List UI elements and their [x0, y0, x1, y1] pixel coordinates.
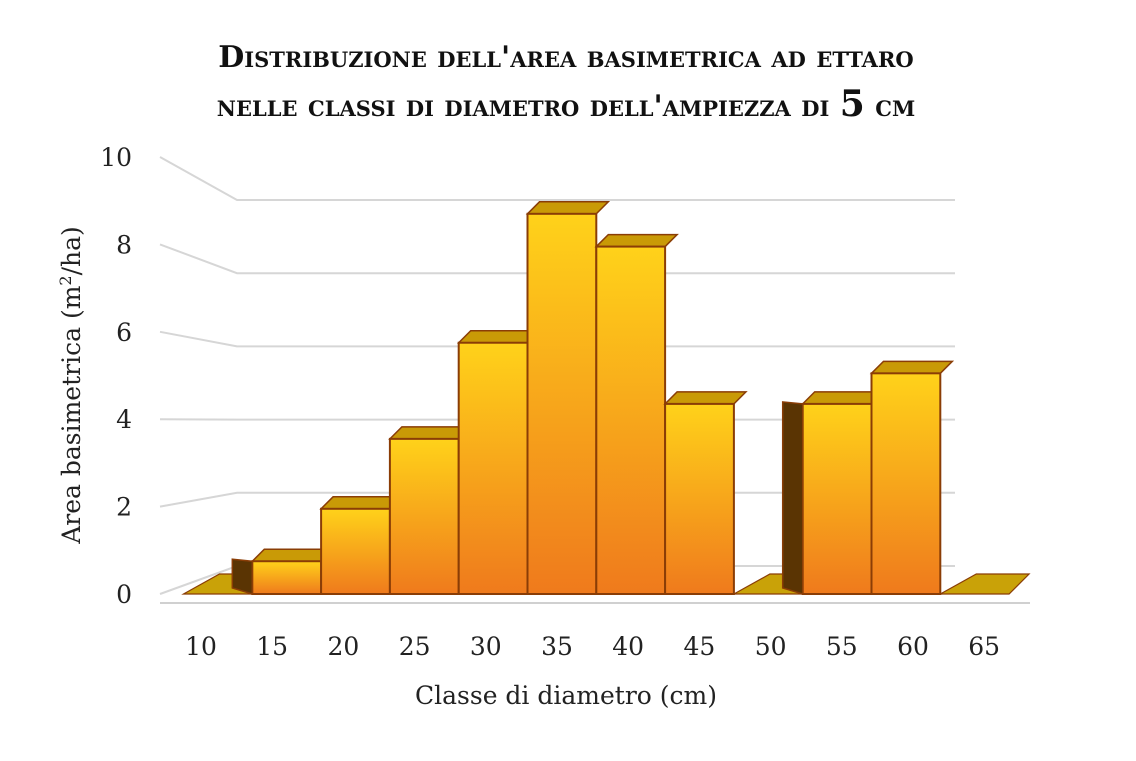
y-axis-title: Area basimetrica (m2/ha) [56, 226, 86, 545]
chart-title-line2-prefix: nelle classi di diametro dell'ampiezza d… [217, 89, 840, 124]
bars [181, 201, 1031, 596]
bar-front-15 [251, 560, 323, 595]
x-tick-label-15: 15 [256, 632, 288, 661]
gridline-10 [159, 156, 955, 201]
x-tick-label-60: 60 [897, 632, 929, 661]
x-tick-label-50: 50 [755, 632, 787, 661]
chart-title-line1: Distribuzione dell'area basimetrica ad e… [218, 40, 913, 75]
x-tick-label-65: 65 [968, 632, 1000, 661]
bar-front-30 [457, 341, 529, 595]
bar-front-45 [664, 402, 735, 595]
x-tick-label-55: 55 [826, 632, 858, 661]
x-tick-label-45: 45 [683, 632, 715, 661]
y-tick-label-8: 8 [116, 230, 132, 259]
x-tick-label-25: 25 [399, 632, 431, 661]
bar-20 [319, 496, 404, 595]
x-tick-label-35: 35 [541, 632, 573, 661]
x-axis-title: Classe di diametro (cm) [415, 681, 717, 710]
gridline-6 [159, 330, 955, 348]
bar-front-40 [595, 245, 667, 596]
bar-front-55 [801, 402, 873, 595]
bar-top-60 [869, 360, 955, 375]
bar-25 [388, 426, 473, 595]
bar-floor-65 [937, 573, 1031, 595]
y-tick-label-2: 2 [116, 493, 132, 522]
x-tick-label-20: 20 [327, 632, 359, 661]
bar-side-15 [231, 558, 254, 596]
bar-60 [869, 360, 955, 595]
y-tick-label-10: 10 [100, 143, 132, 172]
x-axis-ticks: 10 15 20 25 30 35 40 45 50 55 60 65 [185, 632, 1000, 661]
y-axis-title-superscript: 2 [56, 275, 75, 285]
x-tick-label-40: 40 [612, 632, 644, 661]
bar-top-40 [594, 233, 679, 248]
bar-top-45 [663, 391, 748, 405]
y-axis-ticks: 0 2 4 6 8 10 [100, 143, 132, 609]
bar-30 [456, 329, 542, 595]
x-tick-label-30: 30 [470, 632, 502, 661]
bar-front-20 [320, 507, 391, 595]
chart-title-line2: nelle classi di diametro dell'ampiezza d… [217, 83, 915, 125]
bar-top-35 [525, 201, 611, 215]
y-tick-label-6: 6 [116, 318, 132, 347]
bar-55 [800, 391, 886, 595]
y-tick-label-0: 0 [116, 580, 132, 609]
y-axis-title-prefix: Area basimetrica (m [57, 285, 86, 544]
x-tick-label-10: 10 [185, 632, 217, 661]
bar-65 [937, 573, 1031, 595]
y-tick-label-4: 4 [116, 405, 132, 434]
gridline-8 [159, 243, 955, 275]
bar-front-35 [526, 212, 598, 595]
y-axis-title-suffix: /ha) [57, 226, 86, 275]
bar-front-60 [870, 372, 942, 595]
chart-title-line2-suffix: cm [865, 89, 915, 124]
bar-front-25 [388, 437, 460, 595]
bar-45 [663, 391, 748, 595]
chart-title-line2-number: 5 [840, 83, 865, 125]
bar-15 [250, 548, 335, 595]
bar-side-55 [781, 401, 804, 596]
bar-35 [525, 201, 611, 595]
